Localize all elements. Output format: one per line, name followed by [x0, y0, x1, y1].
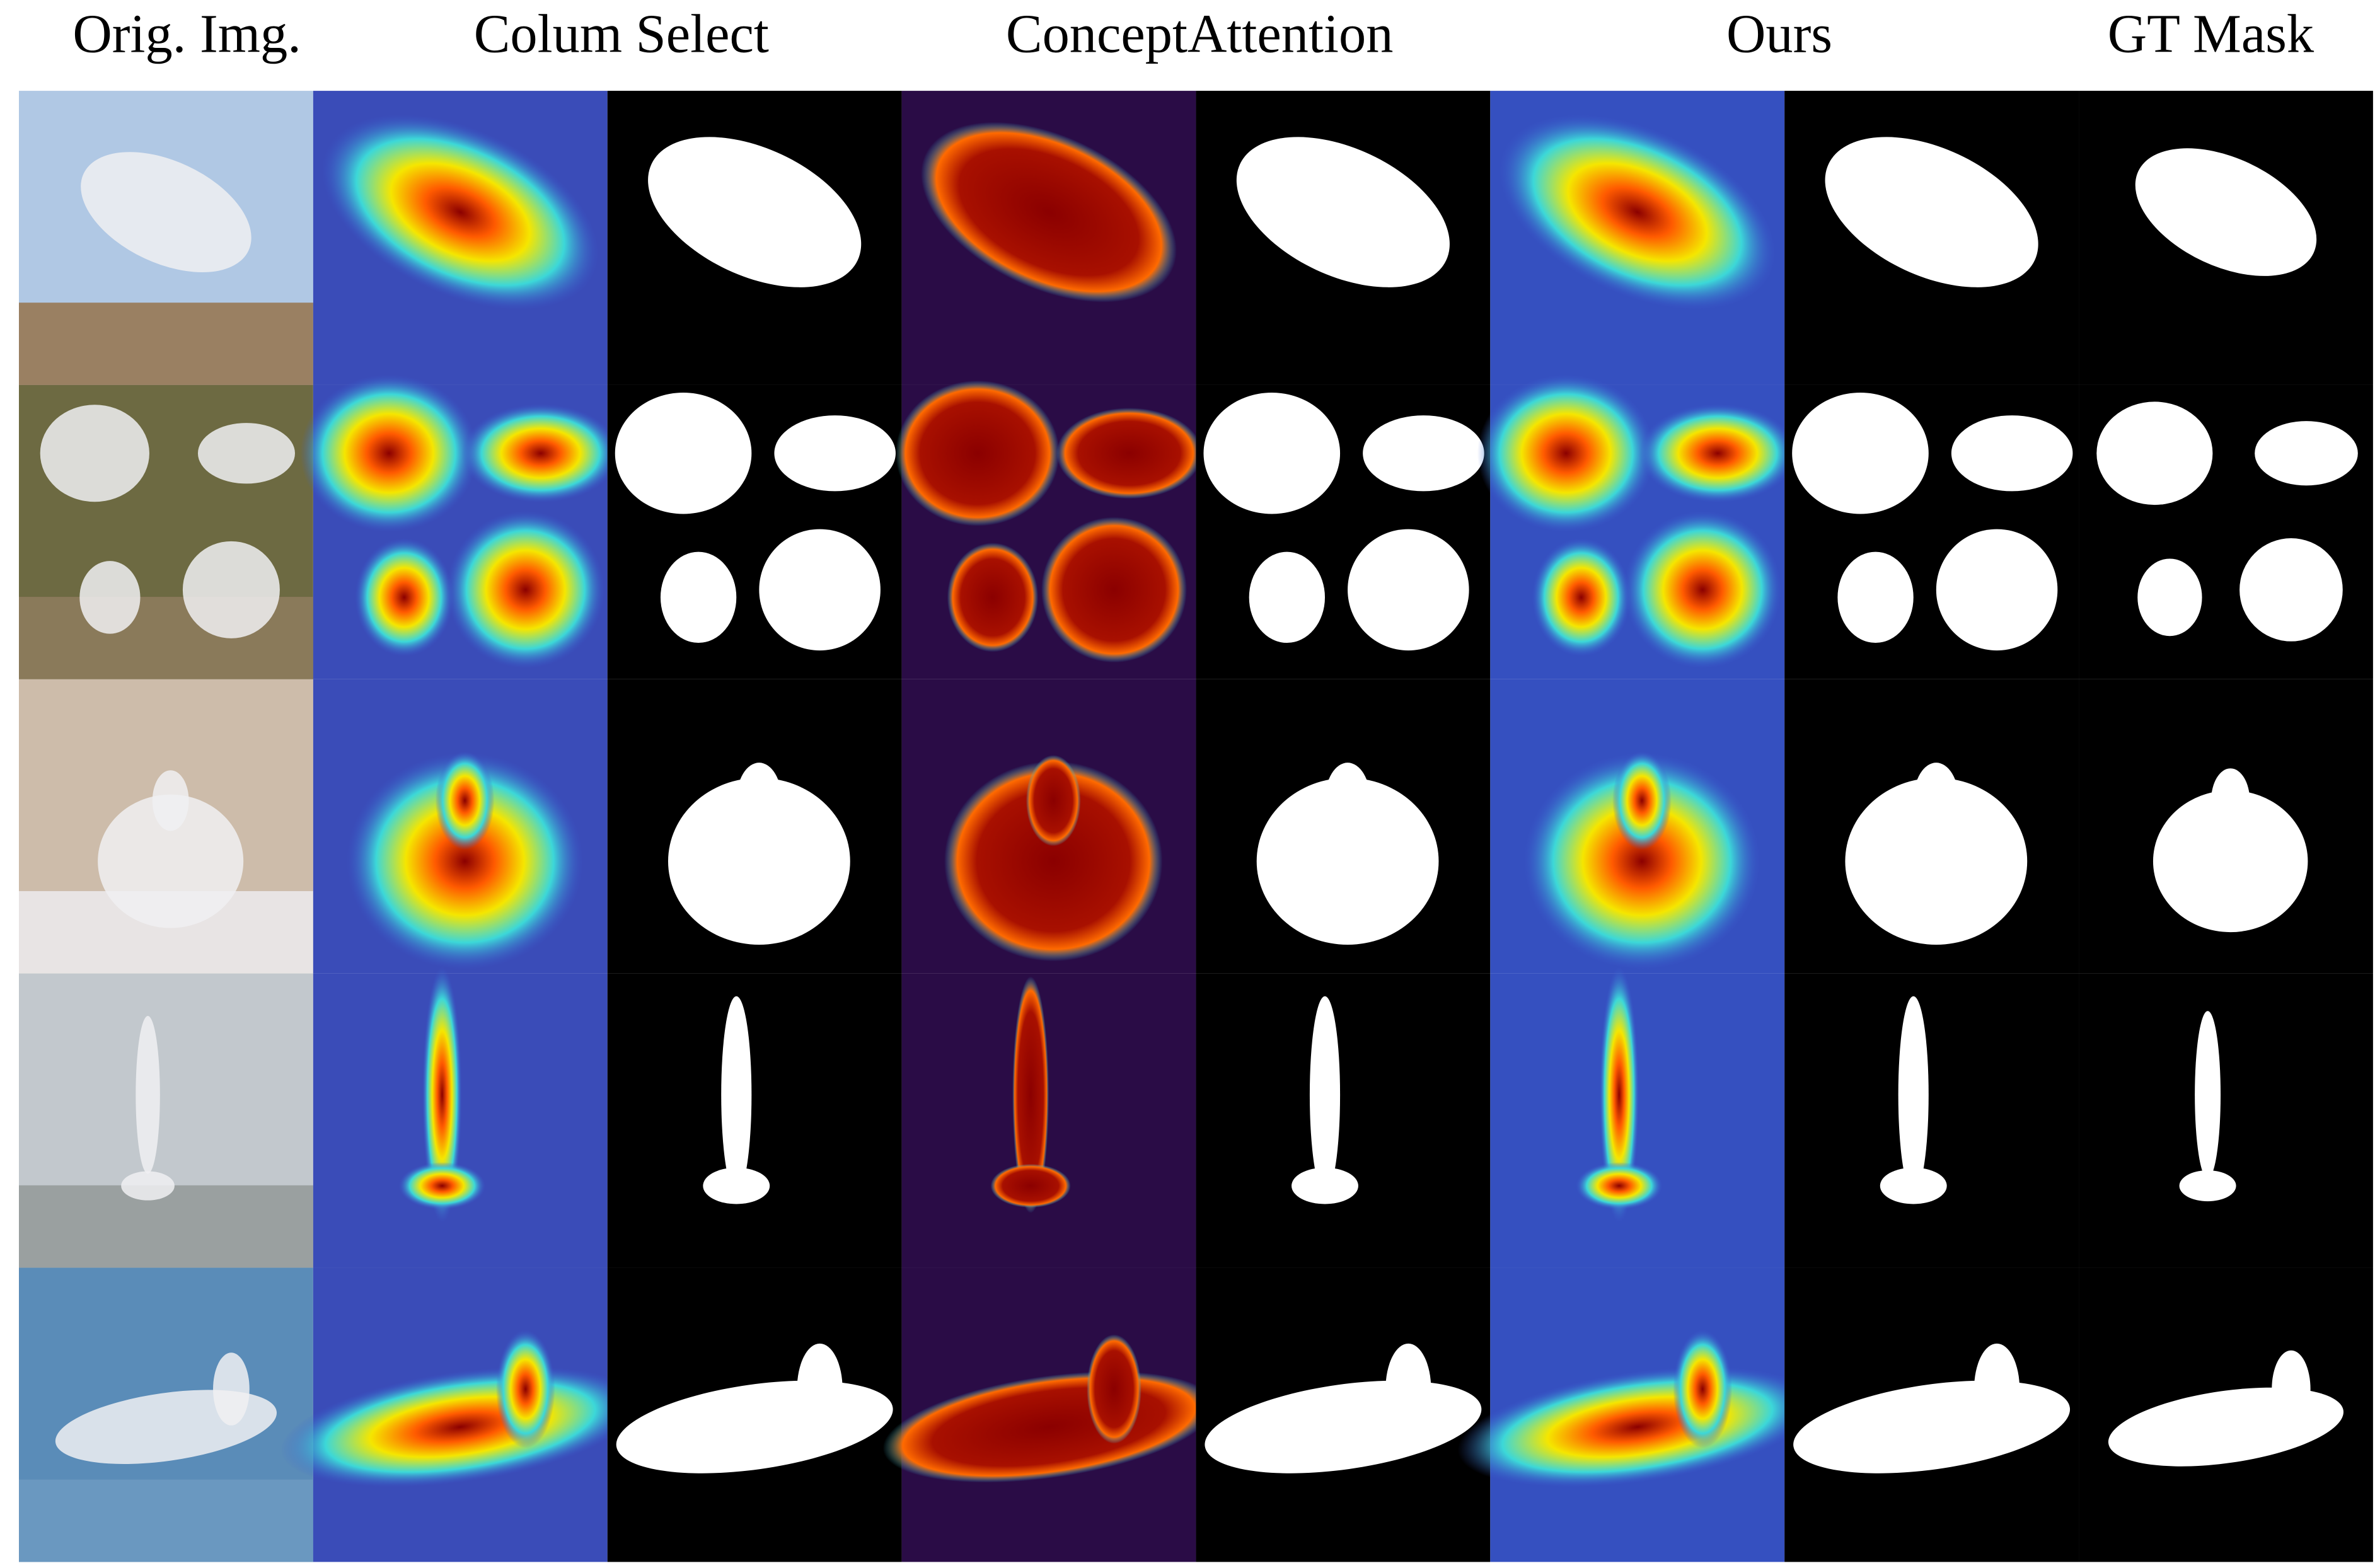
- mask: [2079, 973, 2373, 1268]
- region: [1236, 137, 1450, 287]
- region: [1292, 1167, 1358, 1204]
- region: [300, 374, 478, 533]
- region: [1256, 778, 1439, 945]
- object: [213, 1352, 250, 1426]
- region: [947, 543, 1039, 652]
- region: [1837, 551, 1914, 643]
- region: [1325, 763, 1371, 839]
- region: [1973, 1343, 2020, 1435]
- mask: [1196, 973, 1491, 1268]
- region: [2210, 768, 2250, 833]
- region: [1880, 1167, 1947, 1204]
- original-image-ground: [19, 303, 313, 385]
- region: [2195, 1011, 2221, 1179]
- region: [1792, 392, 1929, 514]
- object: [197, 423, 295, 484]
- region: [2239, 538, 2343, 642]
- region: [398, 1162, 486, 1210]
- region: [495, 1330, 555, 1448]
- region: [446, 510, 604, 669]
- region: [1936, 529, 2058, 651]
- region: [895, 380, 1060, 526]
- region: [797, 1343, 843, 1435]
- object: [81, 152, 251, 272]
- region: [2096, 401, 2213, 505]
- region: [1913, 763, 1959, 839]
- column-header: ConceptAttention: [1006, 3, 1394, 64]
- region: [2179, 1170, 2236, 1202]
- heatmap: [901, 973, 1196, 1268]
- object: [121, 1171, 175, 1201]
- original-image-ground: [19, 1185, 313, 1268]
- region: [1599, 966, 1639, 1223]
- region: [2255, 421, 2358, 486]
- region: [660, 551, 737, 643]
- region: [346, 752, 584, 970]
- object: [152, 770, 189, 831]
- mask: [607, 973, 902, 1268]
- region: [1673, 1330, 1733, 1448]
- region: [1639, 404, 1797, 503]
- region: [721, 996, 752, 1194]
- column-header: GT Mask: [2108, 3, 2314, 64]
- region: [2135, 148, 2317, 276]
- region: [1203, 392, 1341, 514]
- object: [40, 405, 149, 502]
- region: [1026, 755, 1081, 846]
- region: [2137, 558, 2202, 637]
- object: [98, 794, 244, 928]
- region: [1498, 114, 1776, 310]
- region: [1825, 137, 2038, 287]
- object: [136, 1016, 160, 1174]
- region: [1477, 374, 1655, 533]
- region: [1898, 996, 1929, 1194]
- region: [615, 392, 752, 514]
- region: [1576, 1162, 1663, 1210]
- region: [921, 122, 1177, 303]
- region: [1309, 996, 1341, 1194]
- region: [1385, 1343, 1431, 1435]
- region: [2153, 790, 2308, 933]
- region: [1056, 408, 1203, 499]
- region: [944, 761, 1163, 962]
- region: [1845, 778, 2028, 945]
- region: [1532, 538, 1631, 657]
- region: [736, 763, 782, 839]
- region: [774, 415, 896, 492]
- image-grid: [19, 91, 2373, 1562]
- region: [435, 751, 495, 850]
- region: [1951, 415, 2073, 492]
- region: [759, 529, 881, 651]
- region: [703, 1167, 770, 1204]
- region: [1041, 517, 1188, 663]
- region: [461, 404, 620, 503]
- region: [667, 778, 850, 945]
- region: [1348, 529, 1469, 651]
- region: [1087, 1334, 1141, 1444]
- region: [1363, 415, 1484, 492]
- region: [2272, 1350, 2311, 1428]
- region: [422, 966, 462, 1223]
- region: [648, 137, 862, 287]
- region: [1012, 976, 1049, 1213]
- object: [182, 541, 280, 638]
- region: [1523, 752, 1760, 970]
- region: [1612, 751, 1672, 850]
- region: [355, 538, 454, 657]
- region: [1249, 551, 1326, 643]
- mask: [1784, 973, 2079, 1268]
- column-header: Orig. Img.: [72, 3, 301, 64]
- object: [79, 561, 141, 634]
- region: [321, 114, 599, 310]
- column-header: Ours: [1726, 3, 1832, 64]
- column-header: Colum Select: [474, 3, 769, 64]
- region: [1624, 510, 1782, 669]
- region: [990, 1163, 1071, 1208]
- original-image-ground: [19, 1479, 313, 1562]
